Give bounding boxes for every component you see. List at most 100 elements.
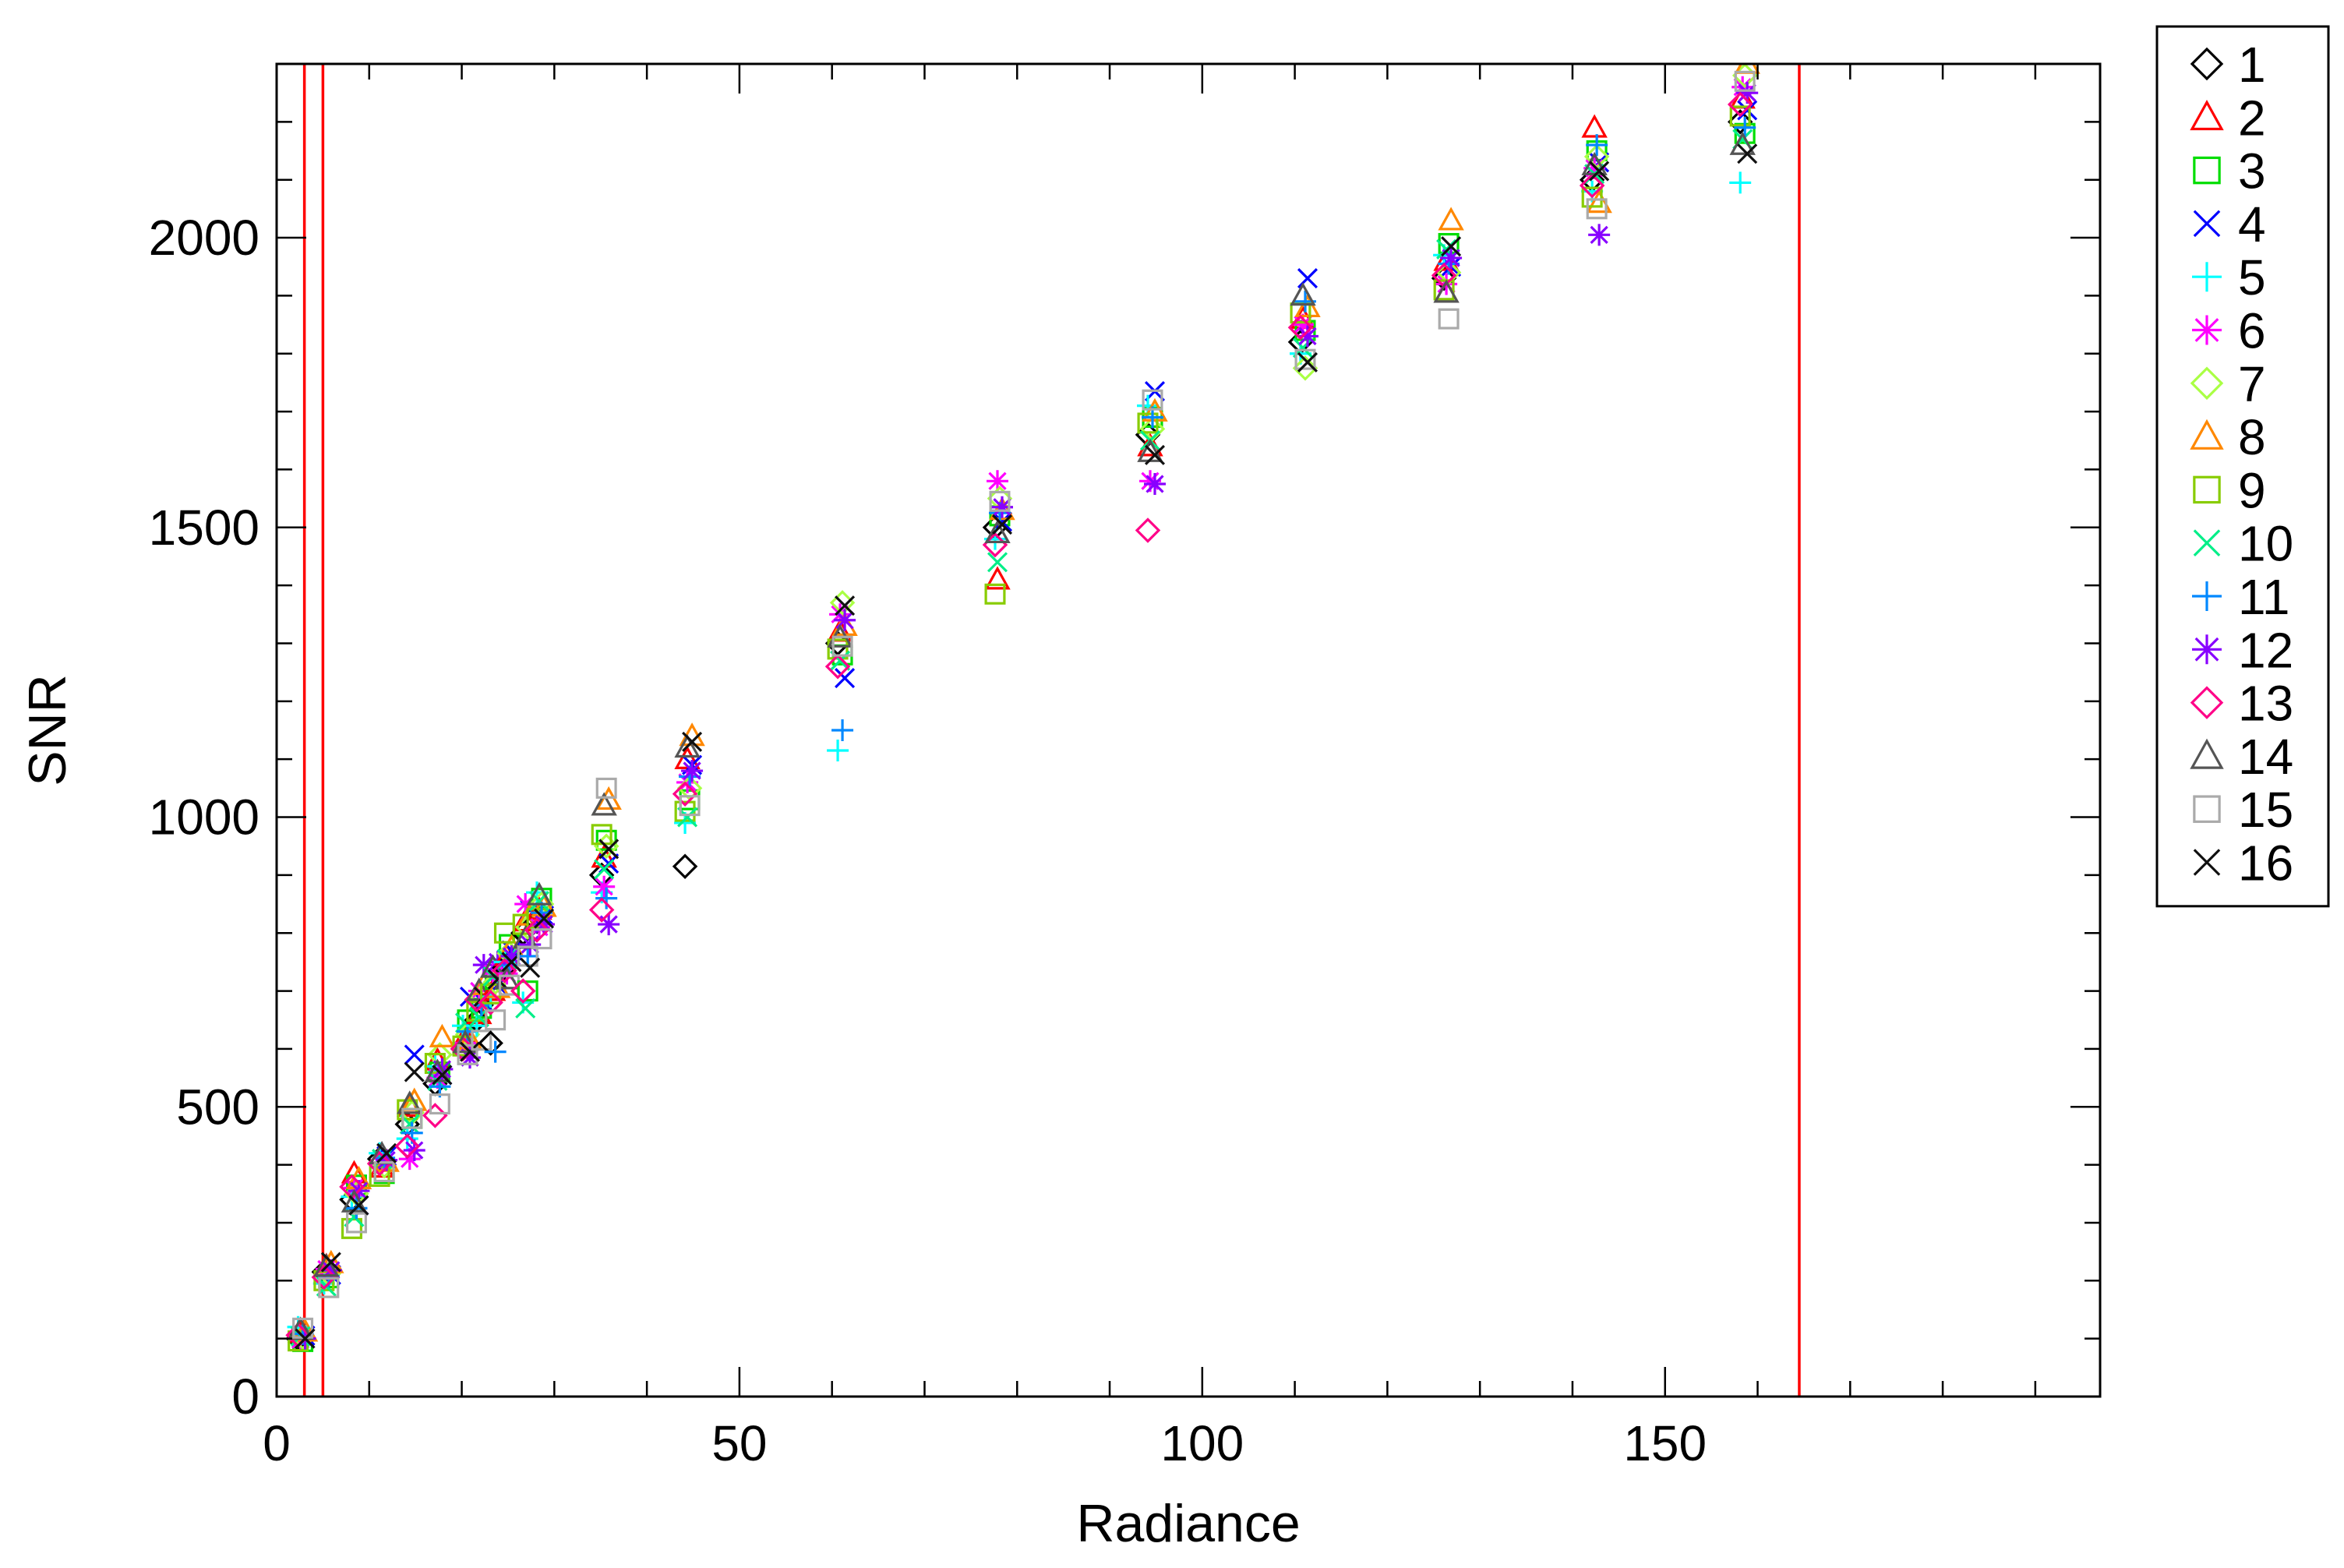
legend-label-12: 12 bbox=[2238, 622, 2293, 678]
point-series-16-group-7 bbox=[459, 1041, 481, 1062]
legend-marker-8 bbox=[2190, 418, 2224, 450]
point-series-13-group-17 bbox=[1135, 517, 1161, 543]
legend-label-5: 5 bbox=[2238, 249, 2266, 305]
point-series-12-group-2 bbox=[319, 1259, 342, 1281]
point-series-9-group-6 bbox=[424, 1052, 446, 1074]
point-series-12-group-12 bbox=[533, 913, 556, 936]
point-series-15-group-5 bbox=[401, 1107, 423, 1129]
legend-marker-15 bbox=[2193, 795, 2221, 823]
point-series-1-group-19 bbox=[1431, 265, 1457, 291]
point-series-10-group-11 bbox=[515, 998, 536, 1019]
point-series-16-group-21 bbox=[1737, 143, 1758, 164]
legend-label-8: 8 bbox=[2238, 409, 2266, 465]
point-series-15-group-21 bbox=[1734, 70, 1756, 92]
legend-marker-6 bbox=[2192, 315, 2222, 345]
point-series-9-group-17 bbox=[1137, 412, 1159, 434]
point-series-4-group-5 bbox=[404, 1044, 425, 1065]
y-tick-label: 0 bbox=[231, 1368, 259, 1425]
point-series-8-group-18 bbox=[1294, 293, 1321, 318]
point-series-1-group-9 bbox=[478, 1030, 503, 1056]
point-series-14-group-19 bbox=[1433, 279, 1460, 303]
legend-label-3: 3 bbox=[2238, 143, 2266, 200]
point-series-12-group-15 bbox=[834, 609, 856, 631]
point-series-13-group-13 bbox=[588, 897, 615, 923]
point-series-13-group-11 bbox=[510, 978, 536, 1004]
point-series-12-group-8 bbox=[472, 954, 495, 976]
x-axis-title: Radiance bbox=[1076, 1494, 1300, 1553]
point-series-15-group-9 bbox=[485, 1009, 507, 1031]
point-series-4-group-18 bbox=[1297, 268, 1318, 289]
point-series-11-group-9 bbox=[484, 1040, 507, 1063]
point-series-14-group-10 bbox=[493, 966, 521, 990]
point-series-4-group-21 bbox=[1737, 100, 1758, 121]
x-tick-label: 100 bbox=[1160, 1415, 1244, 1471]
legend-label-11: 11 bbox=[2238, 569, 2289, 625]
legend-marker-16 bbox=[2193, 849, 2221, 876]
y-tick-label: 1500 bbox=[149, 500, 259, 556]
point-series-16-group-12 bbox=[533, 908, 555, 929]
legend-marker-5 bbox=[2192, 262, 2222, 292]
legend-marker-13 bbox=[2190, 686, 2224, 719]
point-series-13-group-14 bbox=[672, 781, 698, 807]
point-series-6-group-13 bbox=[593, 875, 616, 898]
point-series-16-group-19 bbox=[1441, 236, 1462, 257]
legend-label-13: 13 bbox=[2238, 676, 2293, 732]
point-series-6-group-11 bbox=[514, 893, 537, 916]
point-series-5-group-5 bbox=[396, 1128, 418, 1150]
point-series-15-group-15 bbox=[831, 635, 853, 657]
x-tick-label: 50 bbox=[711, 1415, 767, 1471]
point-series-6-group-18 bbox=[1291, 313, 1314, 336]
point-series-1-group-14 bbox=[672, 853, 698, 879]
y-tick-label: 1000 bbox=[149, 789, 259, 846]
point-series-3-group-11 bbox=[517, 980, 538, 1002]
point-series-9-group-16 bbox=[984, 583, 1006, 605]
point-series-14-group-5 bbox=[397, 1090, 423, 1114]
point-series-11-group-20 bbox=[1586, 134, 1608, 157]
x-tick-label: 150 bbox=[1623, 1415, 1707, 1471]
point-series-16-group-4 bbox=[376, 1142, 397, 1164]
point-series-9-group-21 bbox=[1729, 105, 1751, 127]
legend-marker-3 bbox=[2193, 156, 2221, 185]
plot-frame bbox=[275, 62, 2102, 1398]
point-series-15-group-7 bbox=[457, 1044, 478, 1065]
point-series-16-group-16 bbox=[991, 514, 1013, 535]
point-series-15-group-2 bbox=[318, 1277, 340, 1298]
legend-label-1: 1 bbox=[2238, 37, 2266, 93]
point-series-16-group-6 bbox=[432, 1065, 453, 1086]
legend-marker-7 bbox=[2190, 366, 2224, 401]
point-series-6-group-14 bbox=[676, 771, 699, 793]
point-series-12-group-21 bbox=[1736, 82, 1759, 104]
point-series-2-group-16 bbox=[984, 566, 1011, 590]
point-series-7-group-18 bbox=[1292, 355, 1318, 381]
point-series-15-group-3 bbox=[345, 1212, 367, 1234]
point-series-14-group-21 bbox=[1729, 131, 1756, 155]
point-series-6-group-16 bbox=[987, 470, 1008, 493]
legend-label-6: 6 bbox=[2238, 303, 2266, 359]
y-tick-label: 2000 bbox=[149, 210, 259, 266]
point-series-16-group-2 bbox=[320, 1252, 341, 1273]
point-series-1-group-21 bbox=[1727, 109, 1753, 135]
point-series-12-group-11 bbox=[519, 934, 542, 956]
point-series-15-group-17 bbox=[1142, 389, 1163, 411]
point-series-14-group-12 bbox=[526, 881, 552, 906]
point-series-12-group-18 bbox=[1296, 325, 1318, 348]
point-series-12-group-7 bbox=[459, 1047, 482, 1069]
point-series-4-group-16 bbox=[991, 511, 1013, 532]
point-series-13-group-21 bbox=[1727, 91, 1753, 118]
point-series-9-group-13 bbox=[591, 824, 612, 846]
point-series-15-group-19 bbox=[1438, 308, 1460, 330]
point-series-14-group-13 bbox=[591, 792, 617, 816]
legend-label-9: 9 bbox=[2238, 462, 2266, 518]
point-series-12-group-14 bbox=[681, 760, 704, 782]
legend-box bbox=[2155, 25, 2330, 908]
point-series-2-group-20 bbox=[1581, 114, 1608, 138]
point-series-14-group-14 bbox=[674, 734, 701, 758]
point-series-12-group-13 bbox=[598, 913, 620, 936]
legend-marker-2 bbox=[2190, 100, 2224, 131]
point-series-15-group-13 bbox=[595, 777, 617, 799]
point-series-10-group-16 bbox=[987, 552, 1008, 573]
point-series-9-group-19 bbox=[1433, 279, 1455, 301]
y-axis-ticks: 0 500 1000 1500 2000 bbox=[149, 62, 2100, 1425]
